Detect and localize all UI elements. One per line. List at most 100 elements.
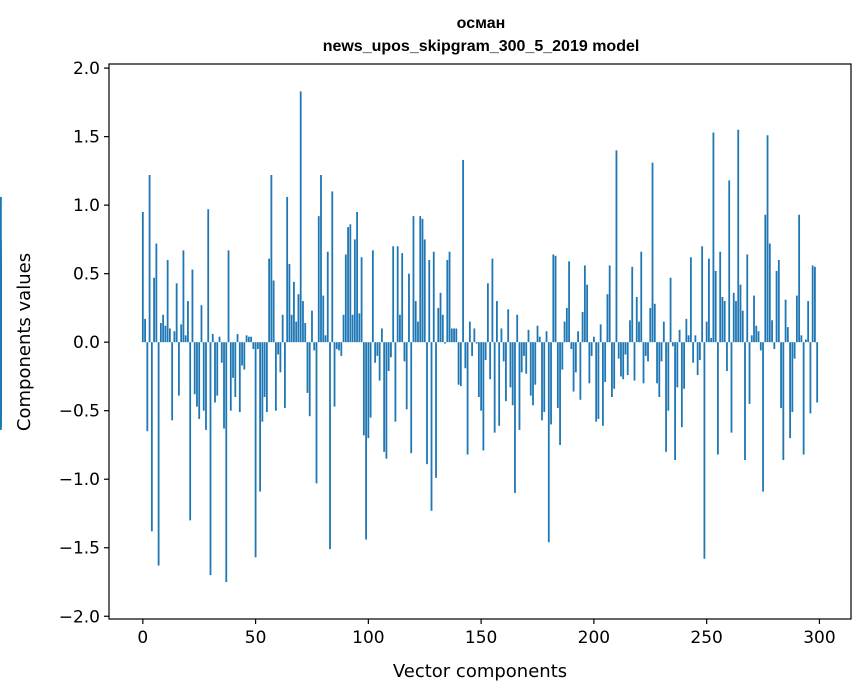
bar (401, 253, 404, 343)
bar (315, 342, 318, 484)
bar (696, 342, 699, 376)
bar (150, 342, 153, 532)
bar (766, 135, 769, 343)
bar (399, 314, 401, 343)
bar (371, 250, 374, 343)
bar (417, 321, 419, 343)
bar (624, 342, 627, 355)
bar (676, 342, 679, 388)
bar (520, 342, 523, 373)
bar (606, 294, 609, 343)
bar (205, 342, 207, 430)
bar (168, 328, 171, 343)
bar (252, 342, 255, 350)
bar (703, 342, 706, 559)
bar (543, 342, 546, 413)
bar (146, 342, 149, 432)
bar (595, 342, 598, 422)
bar (574, 342, 577, 373)
bar (689, 257, 692, 343)
bar (410, 342, 413, 454)
bar (559, 342, 561, 445)
bar (250, 336, 252, 343)
bar (615, 150, 618, 343)
bar (712, 132, 715, 343)
bar (383, 342, 386, 452)
bar (331, 191, 334, 343)
bar (789, 342, 791, 439)
bar (268, 258, 271, 343)
bar (0, 246, 2, 343)
bar (202, 342, 205, 411)
bar (428, 259, 431, 343)
bar (157, 342, 160, 566)
bar (293, 281, 295, 343)
bar (550, 342, 552, 425)
bar (491, 258, 494, 343)
bar (432, 251, 435, 343)
bar (279, 342, 282, 373)
bar (791, 342, 794, 413)
bar (311, 310, 313, 343)
bar (353, 239, 356, 343)
bar (459, 342, 462, 387)
bar (444, 342, 446, 344)
bar (326, 251, 329, 343)
x-tick-label: 100 (352, 628, 384, 648)
bar (426, 342, 428, 465)
bar (649, 307, 652, 343)
bar (376, 342, 379, 356)
bar (525, 342, 528, 374)
bar (500, 328, 503, 343)
bar (259, 342, 261, 492)
y-axis-ticks: −2.0 −1.5 −1.0 −0.5 0.0 0.5 1.0 1.5 2.0 (59, 59, 109, 627)
bar (717, 342, 719, 455)
bar (498, 342, 501, 426)
bar (775, 270, 778, 343)
bar (658, 342, 661, 397)
bar (482, 342, 485, 451)
bar (662, 321, 665, 343)
bar (162, 314, 165, 343)
bar (667, 342, 670, 411)
bar (178, 342, 180, 396)
bar (698, 342, 701, 360)
bar (518, 342, 521, 430)
bar (608, 265, 611, 343)
bar (229, 342, 232, 411)
bar (692, 342, 695, 363)
bar (270, 175, 273, 343)
x-tick-label: 250 (690, 628, 722, 648)
bar (227, 250, 230, 343)
bar (468, 321, 471, 343)
bar (263, 342, 266, 397)
bar (565, 307, 568, 343)
bar (457, 342, 460, 385)
bar (807, 301, 810, 343)
bar (762, 342, 764, 492)
bar (723, 301, 726, 343)
bar (412, 216, 415, 343)
bar (613, 342, 616, 389)
bar (484, 342, 487, 360)
bar (798, 214, 801, 343)
bar (685, 318, 688, 343)
bar (338, 342, 340, 351)
bar (439, 292, 442, 343)
bar (514, 342, 516, 493)
y-tick-label: −1.0 (59, 470, 100, 490)
bar (446, 259, 449, 343)
bar (344, 254, 347, 343)
bar (656, 342, 658, 384)
bar (455, 328, 458, 343)
x-tick-label: 200 (578, 628, 610, 648)
bar (387, 342, 390, 371)
bar (462, 159, 464, 343)
bar (811, 265, 814, 343)
bars-group (0, 91, 819, 582)
bar (583, 265, 586, 343)
bar (441, 314, 444, 343)
bar (247, 336, 250, 343)
bar (261, 342, 264, 422)
